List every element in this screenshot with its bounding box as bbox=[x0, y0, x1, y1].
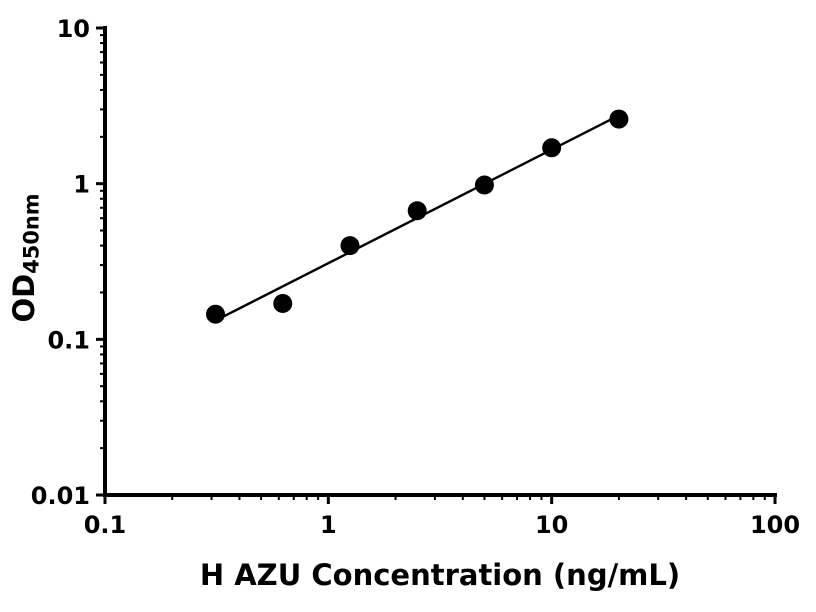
y-axis-label-main: OD bbox=[7, 273, 41, 323]
y-tick-label: 1 bbox=[73, 171, 90, 199]
x-axis-label: H AZU Concentration (ng/mL) bbox=[199, 558, 681, 592]
data-point bbox=[340, 236, 360, 256]
y-axis-label: OD450nm bbox=[4, 98, 44, 418]
y-tick-label: 0.1 bbox=[47, 326, 90, 354]
data-point bbox=[407, 201, 427, 221]
x-tick-label: 0.1 bbox=[84, 511, 127, 539]
data-point bbox=[474, 175, 494, 195]
y-tick-label: 10 bbox=[57, 15, 90, 43]
x-tick-label: 10 bbox=[535, 511, 568, 539]
data-point bbox=[273, 293, 293, 313]
data-point bbox=[206, 304, 226, 324]
x-tick-label: 1 bbox=[320, 511, 337, 539]
x-tick-label: 100 bbox=[750, 511, 800, 539]
y-tick-label: 0.01 bbox=[31, 482, 90, 510]
y-axis-label-subscript: 450nm bbox=[19, 193, 44, 274]
data-point bbox=[609, 109, 629, 129]
data-point bbox=[542, 138, 562, 158]
